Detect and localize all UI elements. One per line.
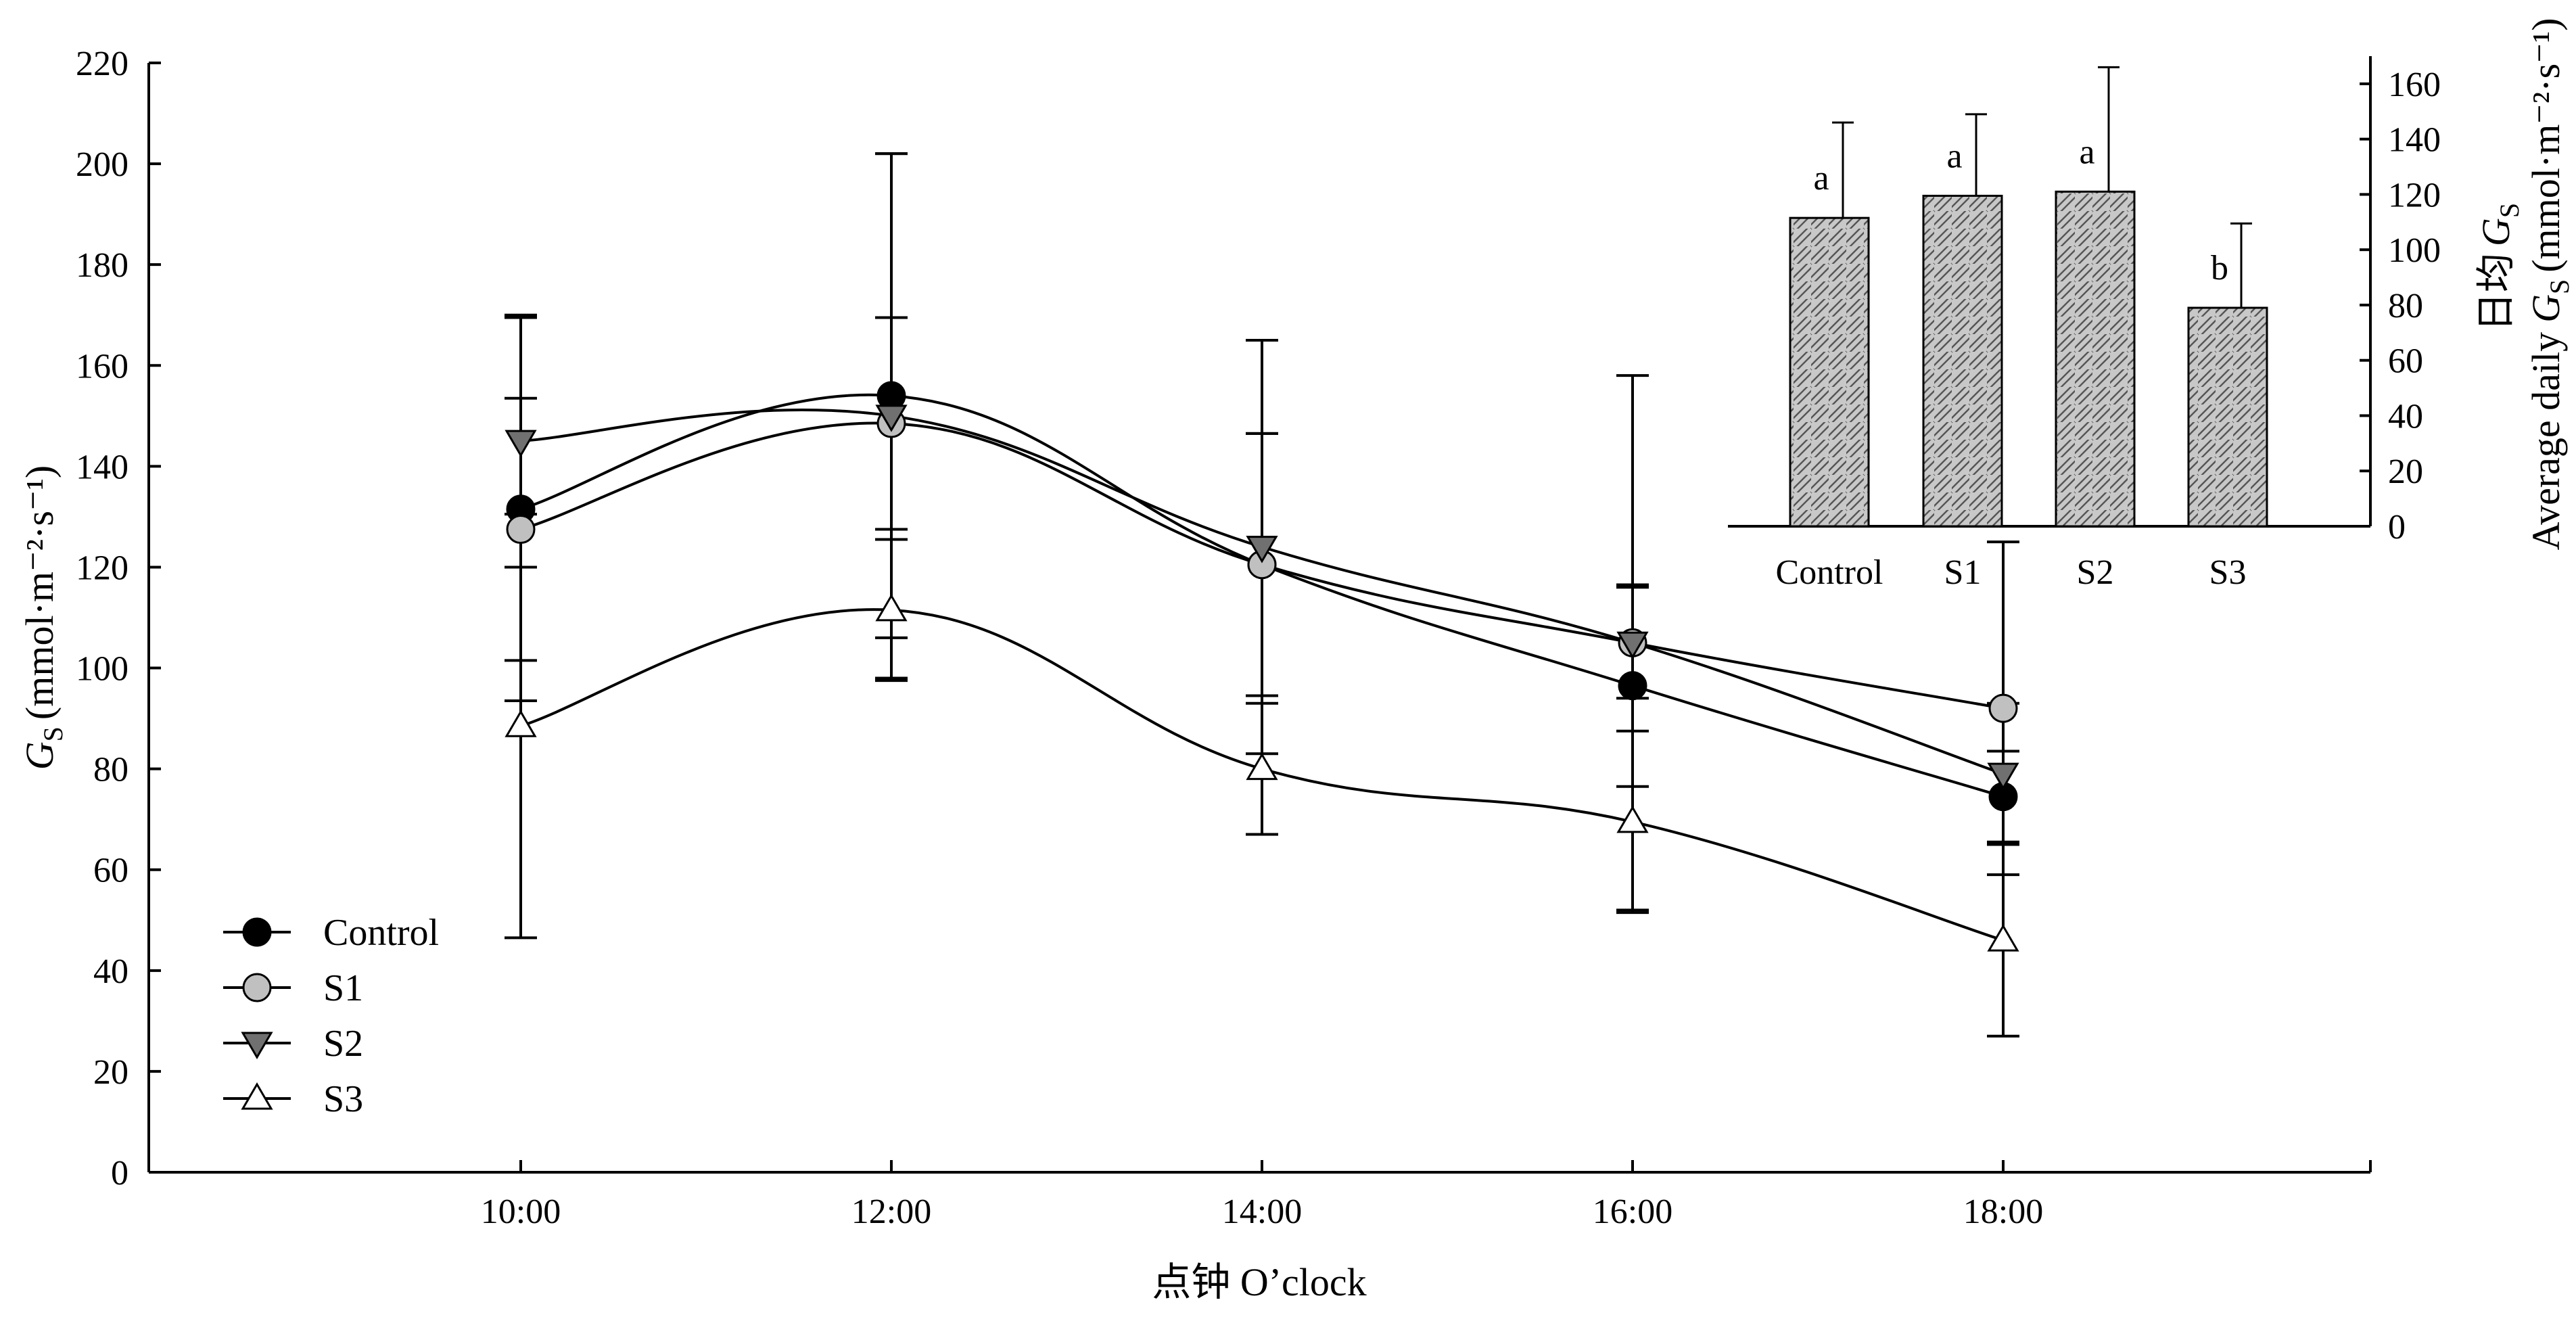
y-label-symbol: G — [18, 741, 62, 770]
legend-item-s2: S2 — [223, 1023, 363, 1065]
y-label-subscript: S — [38, 726, 68, 741]
main-y-tick-label: 120 — [76, 549, 128, 587]
series-marker — [1618, 671, 1647, 701]
inset-bar — [2187, 306, 2268, 528]
series-marker — [875, 593, 908, 622]
main-x-tick-label: 16:00 — [1593, 1193, 1672, 1231]
inset-bar-group-s2: a S2 — [2055, 66, 2136, 592]
inset-category-label: S3 — [2209, 553, 2247, 592]
main-y-tick-label: 220 — [76, 45, 128, 83]
inset-category-label: S2 — [2077, 553, 2114, 592]
main-y-tick-label: 200 — [76, 145, 128, 184]
inset-y-label2-symbol: G — [2524, 294, 2568, 323]
inset-y-tick-label: 60 — [2388, 342, 2423, 381]
legend-item-s3: S3 — [223, 1078, 363, 1120]
significance-letter: a — [2079, 133, 2094, 171]
main-y-label: GS (mmol·m⁻²·s⁻¹) — [18, 465, 68, 770]
series-marker — [1988, 693, 2018, 723]
inset-y-tick-label: 80 — [2388, 287, 2423, 325]
inset-y-tick-label: 0 — [2388, 508, 2406, 547]
series-marker — [875, 405, 908, 432]
main-y-tick-label: 60 — [93, 852, 128, 890]
main-y-ticks: 0 20 40 60 80 100 120 140 160 180 200 220 — [76, 45, 161, 1193]
legend-item-s1: S1 — [223, 967, 363, 1009]
main-x-ticks: 10:00 12:00 14:00 16:00 18:00 — [481, 1160, 2043, 1231]
series-marker — [1246, 536, 1278, 563]
inset-y-label2-prefix: Average daily — [2524, 332, 2568, 551]
series-marker — [505, 430, 537, 458]
series-marker — [506, 515, 536, 545]
series-marker — [1987, 924, 2019, 952]
significance-letter: a — [1813, 159, 1829, 198]
main-y-tick-label: 160 — [76, 347, 128, 386]
significance-letter: a — [1946, 137, 1962, 175]
inset-y-label2-unit: (mmol·m⁻²·s⁻¹) — [2524, 18, 2568, 272]
main-y-tick-label: 40 — [93, 952, 128, 991]
inset-y-tick-label: 100 — [2388, 231, 2441, 270]
series-markers-s3 — [505, 593, 2019, 952]
inset-y-label-sub: S — [2494, 203, 2525, 218]
inset-bar-group-s3: b S3 — [2187, 222, 2268, 592]
inset-y-tick-label: 20 — [2388, 453, 2423, 491]
legend-label: Control — [323, 912, 439, 954]
series-marker — [1616, 631, 1649, 660]
inset-bar-group-s1: a S1 — [1922, 113, 2003, 592]
inset-y-label-cn: 日均 — [2474, 253, 2518, 331]
main-y-tick-label: 0 — [111, 1154, 128, 1193]
series-marker — [505, 710, 537, 737]
inset-y-tick-label: 160 — [2388, 66, 2441, 104]
main-x-tick-label: 10:00 — [481, 1193, 561, 1231]
series-marker — [1616, 805, 1649, 833]
legend-item-control: Control — [223, 912, 439, 954]
series-marker — [241, 1032, 273, 1059]
inset-bar — [1789, 216, 1870, 528]
legend-label: S3 — [323, 1078, 363, 1120]
main-y-tick-label: 140 — [76, 448, 128, 486]
main-x-label: 点钟 O’clock — [1152, 1260, 1366, 1304]
series-layer — [505, 152, 2019, 1038]
main-x-tick-label: 12:00 — [851, 1193, 931, 1231]
series-marker — [242, 917, 272, 947]
svg-text:GS(mmol·m⁻²·s⁻¹): GS (mmol·m⁻²·s⁻¹) — [18, 465, 68, 770]
inset-y-label-symbol: G — [2474, 218, 2518, 246]
inset-bar — [2055, 190, 2136, 528]
legend-label: S1 — [323, 967, 363, 1009]
main-y-tick-label: 80 — [93, 751, 128, 789]
legend: Control S1 S2 S3 — [223, 912, 439, 1120]
inset-y-label-line2: Average daily GS (mmol·m⁻²·s⁻¹) — [2524, 18, 2575, 550]
svg-text:日均GS: 日均 GS — [2474, 203, 2525, 331]
main-y-tick-label: 20 — [93, 1053, 128, 1092]
y-label-unit: (mmol·m⁻²·s⁻¹) — [18, 465, 62, 720]
inset-y-label-line1: 日均 GS — [2474, 203, 2525, 331]
inset-y-tick-label: 40 — [2388, 397, 2423, 436]
inset-y-tick-label: 120 — [2388, 176, 2441, 214]
inset-category-label: S1 — [1944, 553, 1982, 592]
inset-y-label2-sub: S — [2544, 279, 2575, 294]
main-x-tick-label: 18:00 — [1963, 1193, 2043, 1231]
inset-y-ticks: 0 20 40 60 80 100 120 140 160 — [2360, 66, 2441, 547]
main-y-tick-label: 100 — [76, 650, 128, 689]
series-marker — [241, 1082, 273, 1110]
significance-letter: b — [2211, 249, 2228, 287]
inset-bars: a Control a S1 a S2 b S3 — [1776, 66, 2268, 592]
inset-bar-group-control: a Control — [1776, 121, 1883, 592]
main-axes — [147, 63, 2372, 1174]
main-y-tick-label: 180 — [76, 246, 128, 285]
series-marker — [1987, 762, 2019, 791]
svg-text:Average dailyGS(mmol·m⁻²·s⁻¹): Average daily GS (mmol·m⁻²·s⁻¹) — [2524, 18, 2575, 550]
series-markers-s2 — [505, 405, 2019, 791]
legend-label: S2 — [323, 1023, 363, 1065]
main-x-tick-label: 14:00 — [1222, 1193, 1302, 1231]
inset-bar — [1922, 194, 2003, 528]
series-marker — [1246, 752, 1278, 781]
series-marker — [242, 973, 272, 1002]
inset-y-tick-label: 140 — [2388, 121, 2441, 160]
inset-category-label: Control — [1776, 553, 1883, 592]
